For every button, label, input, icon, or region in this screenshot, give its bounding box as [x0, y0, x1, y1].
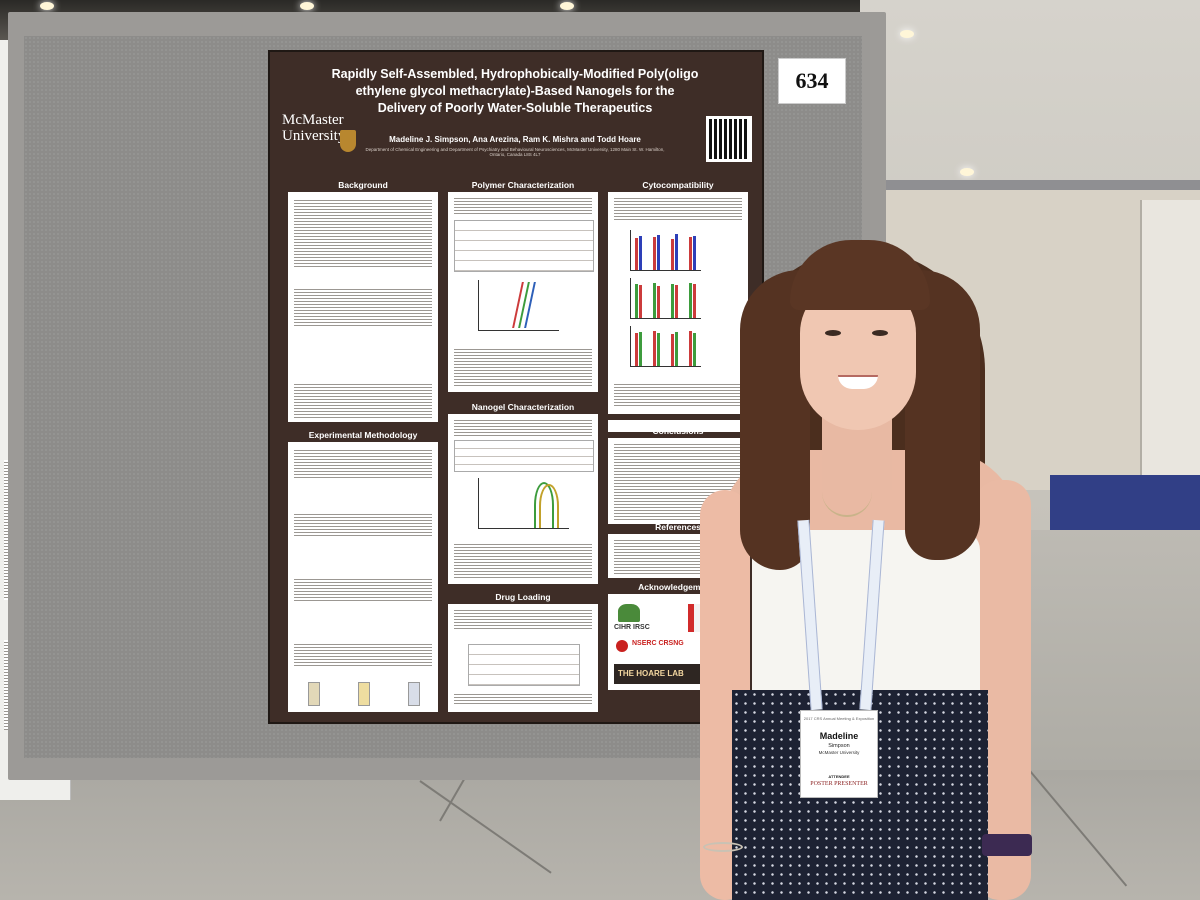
section-heading-references: References [655, 522, 701, 532]
ceiling-light [960, 168, 974, 176]
badge-event: 2017 CRS Annual Meeting & Exposition [803, 716, 875, 721]
research-poster: Rapidly Self-Assembled, Hydrophobically-… [268, 50, 764, 724]
cihr-logo: CIHR IRSC [614, 624, 650, 631]
badge-last-name: Simpson [828, 743, 850, 749]
badge-organization: McMaster University [818, 750, 860, 755]
poster-title: Rapidly Self-Assembled, Hydrophobically-… [331, 67, 699, 115]
ceiling-light [40, 2, 54, 10]
nserc-logo: NSERC CRSNG [632, 640, 684, 647]
smile [838, 375, 878, 389]
nanogel-panel [448, 414, 598, 584]
hair-right [905, 270, 980, 560]
ceiling-light [560, 2, 574, 10]
section-heading-experimental: Experimental Methodology [308, 430, 418, 440]
university-logo: McMaster University [282, 112, 346, 144]
ceiling-light [900, 30, 914, 38]
poster-authors: Madeline J. Simpson, Ana Arezina, Ram K.… [389, 135, 641, 144]
polymer-panel [448, 192, 598, 392]
left-eye [825, 330, 841, 336]
cihr-leaf-icon [618, 604, 640, 622]
nserc-maple-icon [616, 640, 628, 652]
section-heading-nanogel: Nanogel Characterization [471, 402, 575, 412]
section-heading-background: Background [338, 180, 388, 190]
experimental-panel [288, 442, 438, 712]
cytocompat-panel [608, 192, 748, 414]
background-panel [288, 192, 438, 422]
university-crest-icon [340, 130, 356, 152]
section-heading-acknowledgements: Acknowledgements [638, 582, 718, 592]
badge-first-name: Madeline [819, 731, 859, 741]
booth-number-card: 634 [778, 58, 846, 104]
name-badge: 2017 CRS Annual Meeting & Exposition Mad… [800, 710, 878, 798]
poster-affiliation: Department of Chemical Engineering and D… [365, 147, 665, 157]
section-heading-drug-loading: Drug Loading [495, 592, 551, 602]
right-eye [872, 330, 888, 336]
badge-presenter-ribbon: POSTER PRESENTER [810, 781, 868, 787]
section-heading-cytocompat: Cytocompatibility [642, 180, 714, 190]
section-heading-conclusions: Conclusions [652, 426, 704, 436]
drug-loading-panel [448, 604, 598, 712]
ceiling-light [300, 2, 314, 10]
bracelet [703, 842, 743, 852]
badge-role: ATTENDEE [828, 774, 850, 779]
necklace [822, 470, 872, 517]
blue-curtain [1050, 475, 1200, 530]
section-heading-polymer: Polymer Characterization [471, 180, 575, 190]
wrist-watch-icon [982, 834, 1032, 856]
side-panel [1140, 200, 1200, 480]
qr-code-icon [706, 116, 752, 162]
